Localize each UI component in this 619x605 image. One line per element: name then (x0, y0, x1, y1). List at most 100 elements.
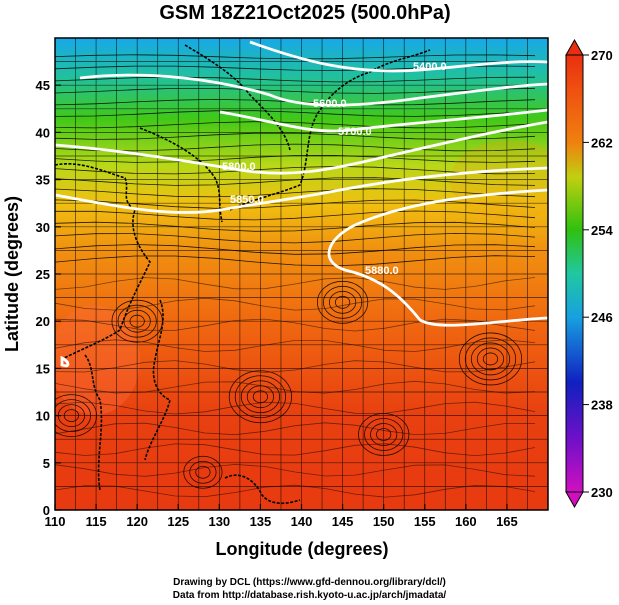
x-tick-label: 130 (208, 514, 230, 529)
credit-data: Data from http://database.rish.kyoto-u.a… (172, 590, 447, 601)
streamline (55, 318, 536, 332)
vortex-streamline (316, 280, 369, 324)
x-tick-label: 135 (250, 514, 272, 529)
vortex-streamline (464, 337, 517, 381)
y-tick-label: 45 (36, 78, 50, 93)
vortex-streamline (55, 394, 98, 437)
y-tick-label: 40 (36, 125, 50, 140)
colorbar-tick-label: 270 (591, 48, 613, 63)
vortex-streamline (482, 352, 499, 366)
colorbar-tick-label: 238 (591, 398, 613, 413)
x-tick-label: 145 (332, 514, 354, 529)
x-axis: 110 115 120 125 130 135 140 145 150 155 160 165 (45, 504, 518, 529)
contour-5880 (327, 223, 548, 327)
vortex-streamline (328, 290, 357, 314)
vortex-streamline (117, 304, 157, 338)
x-tick-label: 150 (373, 514, 395, 529)
streamline (55, 110, 536, 117)
x-tick-label: 160 (455, 514, 477, 529)
contour-label: 5850.0 (230, 194, 264, 206)
y-axis-label: Latitude (degrees) (2, 196, 22, 352)
streamline (55, 484, 536, 498)
x-tick-label: 155 (414, 514, 436, 529)
x-tick-label: 115 (86, 514, 107, 529)
colorbar-min-arrow (565, 491, 584, 509)
credit-drawing: Drawing by DCL (https://www.gfd-dennou.o… (173, 577, 446, 588)
contour-label: 5800.0 (222, 161, 256, 173)
vortex-streamline (240, 380, 281, 414)
height-contours (55, 40, 548, 368)
y-tick-label: 5 (43, 456, 50, 471)
grid-lines (55, 38, 548, 510)
streamline (55, 98, 536, 106)
vortex-streamline (470, 342, 511, 376)
streamline (55, 232, 536, 244)
streamline (55, 199, 536, 209)
vortex-streamline (189, 460, 217, 484)
vortex-streamline (183, 455, 223, 489)
colorbar-ticks: 230 238 246 254 262 270 (583, 48, 613, 500)
streamline (55, 380, 536, 394)
contour-5800 (55, 120, 548, 175)
vortex-streamline (195, 465, 211, 479)
colorbar-max-arrow (565, 38, 584, 56)
streamline (55, 132, 536, 140)
y-tick-label: 25 (36, 267, 50, 282)
coastline-manchuria (184, 44, 291, 151)
streamline (55, 401, 536, 415)
vortex-streamline (55, 399, 92, 432)
contour-5600 (79, 73, 548, 107)
streamline (55, 76, 536, 83)
streamline (55, 54, 536, 60)
x-tick-label: 120 (126, 514, 148, 529)
streamline (55, 210, 536, 221)
x-tick-label: 125 (167, 514, 189, 529)
colorbar-tick-label: 246 (591, 310, 613, 325)
y-tick-label: 30 (36, 220, 50, 235)
warm-anomaly (450, 140, 548, 220)
coastline-korea (139, 127, 223, 223)
streamline (55, 443, 536, 457)
coastline-borneo (224, 474, 301, 505)
x-axis-label: Longitude (degrees) (215, 539, 388, 559)
streamline (55, 422, 535, 436)
vortex-streamline (334, 295, 351, 309)
coastline-vietnam (84, 354, 103, 491)
vortex-streamline (370, 423, 398, 446)
coastline-japan (229, 49, 431, 211)
vortex-streamline (376, 428, 392, 441)
streamline (55, 339, 536, 352)
streamline (55, 154, 536, 163)
colorbar: 230 238 246 254 262 270 (565, 38, 613, 509)
vortex-streamline (129, 314, 145, 328)
streamline (55, 87, 536, 94)
y-axis: 0 5 10 15 20 25 30 35 40 45 (36, 78, 61, 518)
streamline (55, 165, 536, 175)
colorbar-tick-label: 254 (591, 223, 613, 238)
vortex-streamline (228, 370, 293, 424)
y-tick-label: 10 (36, 409, 50, 424)
contour-closed (60, 355, 70, 368)
colorbar-tick-label: 262 (591, 135, 613, 150)
streamline (55, 277, 536, 290)
chart-title: GSM 18Z21Oct2025 (500.0hPa) (159, 2, 451, 24)
vortex-streamline (476, 347, 505, 371)
vortex-streamline (123, 309, 151, 333)
y-tick-label: 0 (43, 503, 50, 518)
streamline (55, 463, 536, 477)
streamline (55, 221, 536, 232)
contour-5700a (219, 108, 548, 133)
colorbar-ramp (565, 54, 584, 493)
y-tick-label: 20 (36, 314, 50, 329)
colorbar-tick-label: 230 (591, 485, 613, 500)
streamline (55, 360, 536, 373)
contour-5400 (249, 40, 548, 73)
vortex-streamline (111, 299, 163, 343)
contour-label: 5400.0 (413, 61, 447, 73)
vortex-streamline (234, 375, 287, 419)
coastline-philippines (144, 299, 171, 461)
y-tick-label: 35 (36, 173, 50, 188)
x-tick-label: 140 (291, 514, 313, 529)
coastline-asia (55, 163, 151, 361)
